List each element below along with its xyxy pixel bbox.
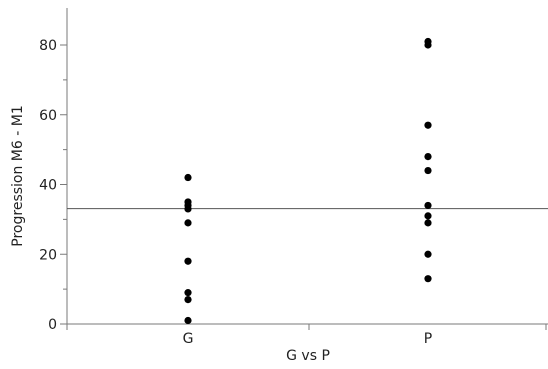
data-point-g <box>184 289 192 297</box>
data-point-p <box>424 212 432 220</box>
data-point-g <box>184 219 192 227</box>
y-tick-label: 60 <box>39 108 57 124</box>
data-point-p <box>424 166 432 175</box>
data-point-g <box>184 198 192 206</box>
axis-labels: Progression M6 - M1 G vs P 0 20 40 60 80 G P <box>10 38 432 364</box>
y-tick-label: 40 <box>39 178 57 194</box>
data-point-p <box>424 201 432 210</box>
data-points <box>184 37 432 325</box>
y-tick-label: 20 <box>39 247 57 263</box>
data-point-p <box>424 250 432 258</box>
data-point-g <box>184 316 192 325</box>
x-axis-label: G vs P <box>286 348 330 364</box>
data-point-p <box>424 275 432 283</box>
y-tick-label: 0 <box>48 317 57 333</box>
data-point-g <box>184 295 192 304</box>
x-tick-label: P <box>424 331 432 347</box>
data-point-p <box>424 37 432 46</box>
x-tick-label: G <box>183 331 194 347</box>
data-point-p <box>424 219 432 227</box>
y-axis-label: Progression M6 - M1 <box>10 105 26 246</box>
data-point-p <box>424 121 432 129</box>
axes <box>60 8 548 330</box>
y-tick-label: 80 <box>39 38 57 54</box>
data-point-p <box>424 153 432 161</box>
data-point-g <box>184 257 192 265</box>
data-point-g <box>184 173 192 182</box>
